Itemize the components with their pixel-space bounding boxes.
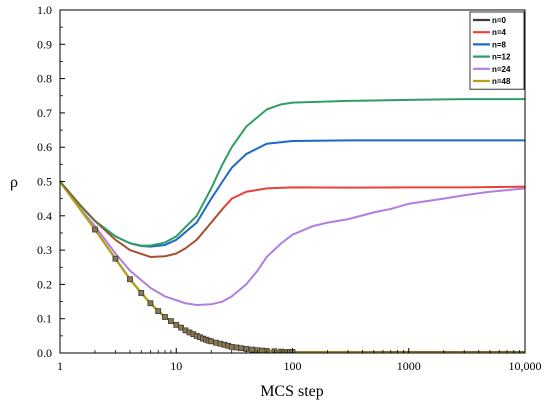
legend-entry: n=8: [473, 40, 507, 49]
plot-frame: [59, 9, 526, 354]
series-line-n-0: [60, 180, 525, 353]
data-marker: [127, 276, 133, 283]
legend-label: n=8: [492, 40, 507, 49]
y-tick-label: 0.9: [37, 37, 52, 51]
x-tick-label: 1: [57, 359, 63, 373]
y-axis-title: ρ: [10, 174, 18, 191]
series-line-n-24: [60, 180, 525, 306]
data-marker: [228, 343, 235, 350]
overlap-line: [60, 180, 224, 258]
y-tick-label: 0.4: [37, 209, 52, 223]
x-tick-label: 100: [284, 359, 302, 373]
data-marker: [249, 346, 256, 353]
series-line-n-48: [60, 180, 525, 353]
series-line-n-12: [60, 98, 525, 247]
data-marker: [147, 300, 154, 307]
data-marker: [92, 226, 98, 233]
series-line-n-4: [60, 180, 525, 258]
series-line-n-8: [60, 139, 525, 248]
legend-label: n=12: [492, 53, 511, 62]
legend-entry: n=24: [473, 65, 511, 74]
legend-entry: n=12: [473, 53, 511, 62]
legend-entry: n=48: [473, 77, 511, 86]
data-marker: [112, 255, 119, 262]
y-tick-label: 0.2: [37, 277, 52, 291]
legend-entry: n=0: [473, 16, 507, 25]
y-tick-label: 1.0: [37, 3, 52, 17]
y-tick-label: 0.3: [37, 243, 52, 257]
y-tick-label: 0.6: [37, 140, 52, 154]
data-marker: [168, 318, 174, 325]
data-marker: [162, 314, 168, 320]
y-tick-label: 0.5: [37, 175, 52, 189]
y-tick-label: 0.1: [37, 312, 52, 326]
legend-box: [469, 11, 525, 90]
data-marker: [208, 338, 215, 345]
legend-label: n=0: [492, 16, 507, 25]
legend-label: n=24: [492, 65, 511, 74]
y-tick-label: 0.0: [37, 346, 52, 360]
data-marker: [155, 308, 162, 315]
x-tick-label: 1000: [397, 359, 421, 373]
legend-label: n=48: [492, 77, 511, 86]
axis-ticks: 1 10 100 1000 10,000 0.0 0.1 0.2 0.3 0.4 0.5 0.6 0.7…: [37, 3, 542, 373]
legend-label: n=4: [492, 28, 507, 37]
x-tick-label: 10,000: [509, 359, 542, 373]
x-tick-label: 10: [170, 359, 182, 373]
x-axis-title: MCS step: [260, 383, 324, 400]
legend-entry: n=4: [473, 28, 507, 37]
legend: n=0 n=4 n=8 n=12 n=24 n=48: [469, 11, 525, 90]
y-tick-label: 0.7: [37, 106, 52, 120]
plot-content: [60, 98, 525, 353]
data-marker: [238, 345, 244, 352]
y-tick-label: 0.8: [37, 72, 52, 86]
data-marker: [173, 321, 180, 328]
data-marker: [138, 290, 145, 296]
